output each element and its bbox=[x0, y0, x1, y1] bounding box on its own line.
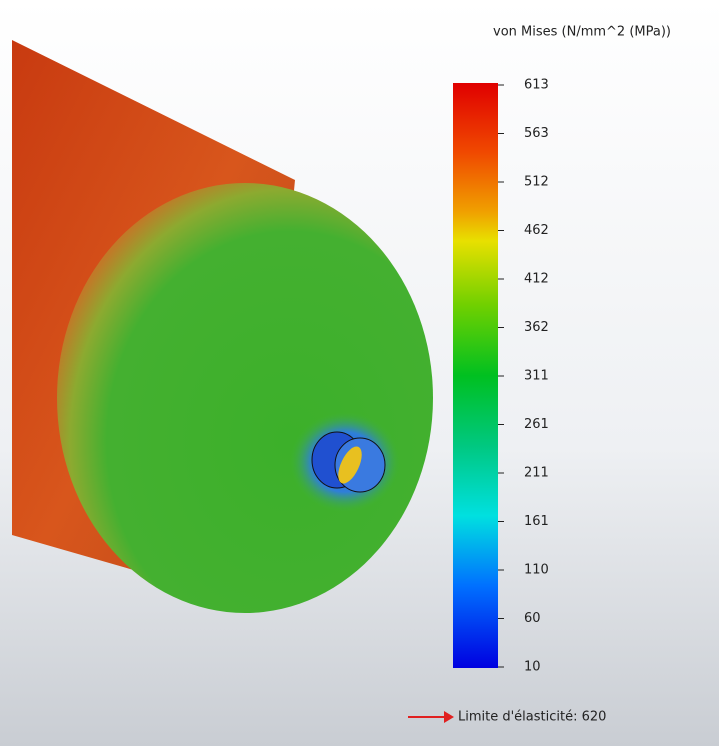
colorbar bbox=[453, 83, 498, 668]
tick-label: 563 bbox=[524, 126, 549, 141]
hole-bottom bbox=[338, 446, 362, 484]
yield-label: Limite d'élasticité: 620 bbox=[458, 710, 606, 725]
tick-label: 110 bbox=[524, 563, 549, 578]
tick-label: 10 bbox=[524, 660, 541, 675]
tick-label: 462 bbox=[524, 223, 549, 238]
arrow-head bbox=[444, 711, 454, 723]
tick-label: 412 bbox=[524, 272, 549, 287]
tick-label: 161 bbox=[524, 514, 549, 529]
tick-label: 60 bbox=[524, 611, 541, 626]
tick-label: 311 bbox=[524, 369, 549, 384]
tick-label: 211 bbox=[524, 466, 549, 481]
tick-label: 512 bbox=[524, 175, 549, 190]
tick-label: 362 bbox=[524, 320, 549, 335]
legend-title: von Mises (N/mm^2 (MPa)) bbox=[493, 25, 671, 40]
dome bbox=[57, 183, 433, 613]
tick-label: 613 bbox=[524, 78, 549, 93]
tick-label: 261 bbox=[524, 417, 549, 432]
